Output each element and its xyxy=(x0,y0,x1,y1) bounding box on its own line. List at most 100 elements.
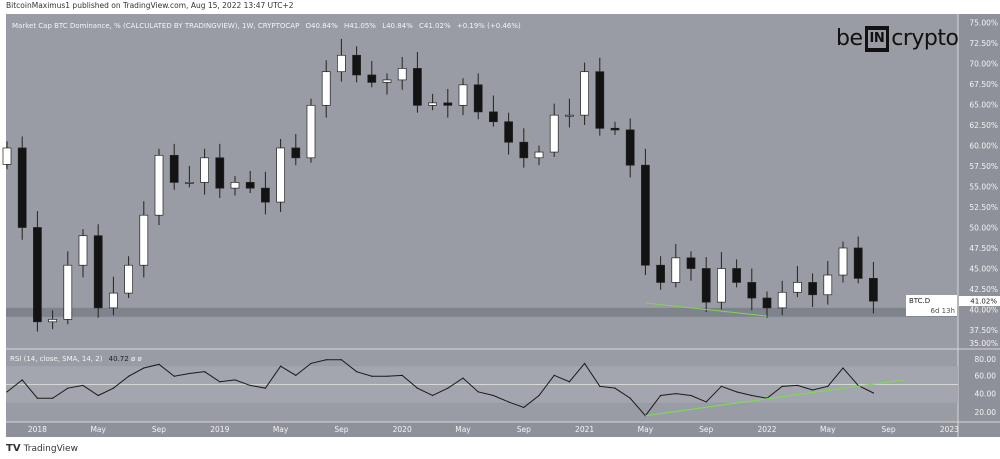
beincrypto-logo: be IN crypto xyxy=(836,26,959,52)
rsi-point xyxy=(872,392,875,394)
candle-body xyxy=(109,292,118,309)
rsi-point xyxy=(52,397,54,399)
rsi-point xyxy=(371,375,373,377)
time-tick-label: May xyxy=(90,425,106,434)
candle-body xyxy=(580,71,589,116)
candle-body xyxy=(276,147,285,203)
rsi-point xyxy=(21,379,23,381)
time-tick-label: 2022 xyxy=(757,425,776,434)
price-tag-value: 41.02% xyxy=(970,298,997,306)
price-tick-label: 50.00% xyxy=(969,224,998,233)
rsi-point xyxy=(219,381,221,383)
rsi-point xyxy=(568,381,571,383)
rsi-point xyxy=(447,387,449,389)
candle-body xyxy=(200,157,209,183)
candle-body xyxy=(595,71,605,129)
candle-body xyxy=(63,264,73,320)
candle-body xyxy=(519,141,529,159)
rsi-point xyxy=(234,379,236,381)
candle-body xyxy=(337,54,346,73)
price-tick-label: 70.00% xyxy=(969,60,998,69)
candle-body xyxy=(93,235,103,309)
time-tick-label: Sep xyxy=(882,425,896,434)
logo-suffix: crypto xyxy=(891,26,959,51)
time-tick-label: Sep xyxy=(517,425,531,434)
candle-body xyxy=(686,257,696,269)
rsi-point xyxy=(67,387,69,389)
candle-body xyxy=(17,147,27,228)
rsi-point xyxy=(188,372,190,375)
rsi-point xyxy=(796,384,799,387)
legend-high: H41.05% xyxy=(343,22,376,30)
rsi-point xyxy=(310,362,312,365)
price-tick-label: 57.50% xyxy=(969,162,998,171)
rsi-point xyxy=(112,387,114,389)
candle-body xyxy=(352,54,361,76)
candle-body xyxy=(306,104,316,159)
price-tick-label: 65.00% xyxy=(969,101,998,110)
candle-body xyxy=(413,68,422,106)
candle-body xyxy=(33,227,42,323)
rsi-point xyxy=(675,393,677,395)
rsi-point xyxy=(553,374,555,376)
rsi-tick-label: 80.00 xyxy=(975,355,997,364)
candle-body xyxy=(169,154,179,183)
rsi-point xyxy=(812,389,814,391)
candle-body xyxy=(230,182,240,189)
rsi-value: 40.72 xyxy=(108,355,129,363)
rsi-point xyxy=(204,371,206,373)
price-tag-background xyxy=(906,295,957,316)
rsi-point xyxy=(295,374,297,376)
candle-body xyxy=(853,247,863,279)
candle-body xyxy=(261,187,270,203)
rsi-point xyxy=(401,374,403,376)
candle-body xyxy=(565,114,574,117)
rsi-legend: RSI (14, close, SMA, 14, 2) 40.72 ø ø xyxy=(10,355,142,363)
rsi-point xyxy=(36,397,39,399)
rsi-tick-label: 20.00 xyxy=(975,408,997,417)
legend-open: O40.84% xyxy=(305,22,338,30)
rsi-point xyxy=(508,401,510,403)
candle-body xyxy=(793,282,802,293)
candle-body xyxy=(838,247,848,276)
legend-title: Market Cap BTC Dominance, % (CALCULATED … xyxy=(12,22,300,30)
candle-body xyxy=(777,291,787,309)
rsi-point xyxy=(325,359,327,361)
time-tick-label: 2020 xyxy=(393,425,412,434)
candle-body xyxy=(291,147,301,159)
rsi-point xyxy=(614,387,616,389)
candle-body xyxy=(762,297,772,309)
candle-body xyxy=(2,147,12,165)
rsi-point xyxy=(781,385,783,387)
rsi-point xyxy=(751,394,753,397)
time-tick-label: Sep xyxy=(152,425,166,434)
rsi-point xyxy=(158,363,160,365)
time-axis-background xyxy=(6,422,958,437)
rsi-point xyxy=(842,367,844,369)
price-tick-label: 37.50% xyxy=(969,326,998,335)
logo-prefix: be xyxy=(836,26,863,51)
rsi-point xyxy=(128,375,130,377)
rsi-point xyxy=(720,385,723,387)
time-tick-label: 2019 xyxy=(210,425,229,434)
candle-body xyxy=(428,102,437,106)
candle-body xyxy=(382,79,392,83)
price-tick-label: 40.00% xyxy=(969,306,998,315)
price-tick-label: 67.50% xyxy=(969,80,998,89)
candle-body xyxy=(717,268,726,303)
rsi-point xyxy=(523,406,525,409)
time-tick-label: 2018 xyxy=(28,425,47,434)
legend-close: C41.02% xyxy=(419,22,451,30)
tradingview-footer[interactable]: TV TradingView xyxy=(6,443,78,454)
candle-body xyxy=(443,102,453,106)
rsi-point xyxy=(462,377,464,379)
rsi-point xyxy=(416,387,418,389)
time-tick-label: May xyxy=(638,425,654,434)
candle-body xyxy=(185,182,194,184)
candle-body xyxy=(321,71,331,106)
rsi-line xyxy=(6,359,874,417)
rsi-point xyxy=(538,394,540,397)
logo-box: IN xyxy=(864,26,890,52)
candle-body xyxy=(610,127,620,131)
